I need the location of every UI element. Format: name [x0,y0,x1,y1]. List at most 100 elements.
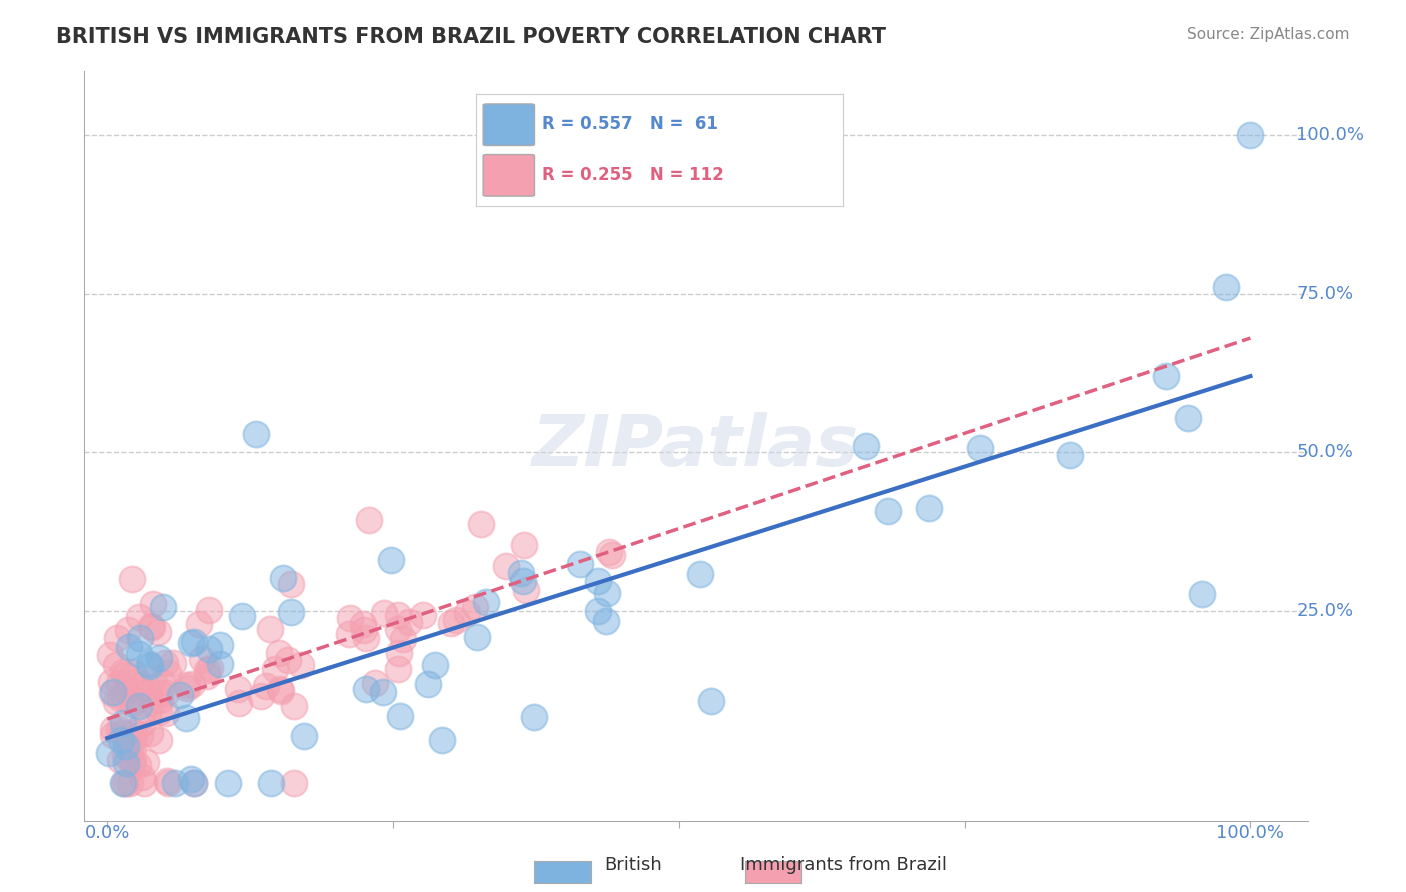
Point [148,686,170,700]
Point [180,677,202,691]
Point [356,631,378,645]
Point [515,583,537,598]
Point [263,662,285,676]
Point [108,753,131,767]
Point [183,775,205,789]
Point [444,613,467,627]
Text: 25.0%: 25.0% [1296,602,1353,620]
Point [112,775,135,789]
Point [353,623,375,637]
Point [114,747,136,762]
Point [245,427,267,442]
Point [101,723,124,737]
Point [231,608,253,623]
Point [280,576,302,591]
Point [121,665,143,679]
Point [139,658,162,673]
Point [162,657,184,671]
Point [969,442,991,456]
Point [475,595,498,609]
Point [198,661,221,675]
Point [165,775,187,789]
Point [132,775,155,789]
Point [259,622,281,636]
Point [387,607,409,622]
Point [120,741,142,756]
Point [191,652,214,666]
Point [569,558,592,572]
Point [142,597,165,611]
Point [105,657,128,672]
Point [195,663,218,677]
Point [114,756,136,771]
Point [339,626,361,640]
Point [267,646,290,660]
Point [155,686,177,700]
Point [600,548,623,562]
Point [512,574,534,588]
Text: 100.0%: 100.0% [1296,126,1364,144]
Text: 50.0%: 50.0% [1296,443,1353,461]
Point [142,672,165,686]
Point [117,624,139,638]
Text: 100.0%: 100.0% [1216,824,1285,842]
Point [364,676,387,690]
Point [183,775,205,789]
Point [122,754,145,768]
Point [156,773,179,788]
Point [598,545,620,559]
Point [157,775,180,789]
Point [148,705,170,719]
Point [387,662,409,676]
Point [122,725,145,739]
Point [110,732,132,747]
Point [280,605,302,619]
Text: British: British [603,856,662,874]
Point [115,775,138,789]
Point [180,772,202,786]
Point [150,674,173,689]
Point [440,615,463,630]
Point [373,606,395,620]
Point [136,706,159,720]
Point [128,728,150,742]
Point [339,610,361,624]
Point [112,665,135,680]
Point [425,657,447,672]
Point [132,685,155,699]
Point [131,770,153,784]
Point [121,698,143,712]
Point [388,708,411,723]
Point [138,685,160,699]
Point [195,669,218,683]
Point [108,675,131,690]
Point [152,599,174,614]
Point [98,746,121,760]
Point [464,600,486,615]
Text: 75.0%: 75.0% [1296,285,1353,302]
Text: ZIPatlas: ZIPatlas [533,411,859,481]
Point [98,648,121,662]
Point [595,614,617,628]
Point [118,640,141,655]
Point [510,566,533,580]
Point [283,775,305,789]
Point [1177,411,1199,425]
Point [139,725,162,739]
Point [495,559,517,574]
Point [121,572,143,586]
Point [391,632,413,646]
Point [176,678,198,692]
Point [456,606,478,620]
Point [121,742,143,756]
Text: Immigrants from Brazil: Immigrants from Brazil [740,856,948,874]
Point [416,677,439,691]
Point [250,689,273,703]
Point [855,440,877,454]
Point [115,684,138,698]
Point [148,651,170,665]
Point [198,603,221,617]
Point [283,699,305,714]
Point [183,634,205,648]
Point [121,756,143,770]
